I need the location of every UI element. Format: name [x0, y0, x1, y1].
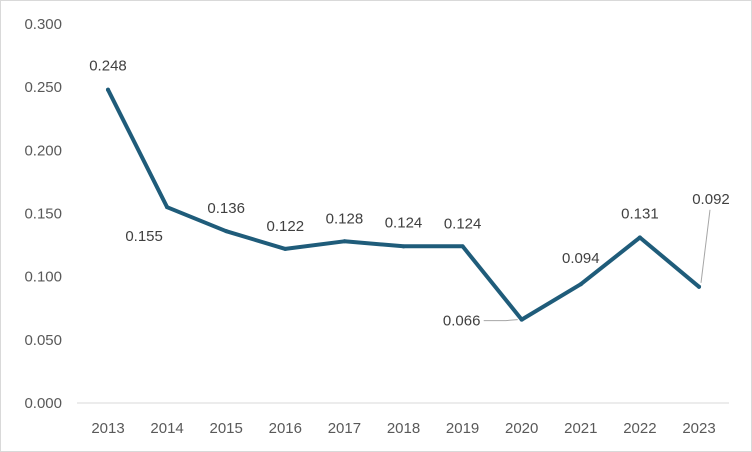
data-point	[697, 284, 701, 289]
y-tick-label: 0.000	[24, 395, 62, 412]
leader-line	[483, 319, 518, 322]
data-point	[519, 317, 524, 322]
x-tick-label: 2022	[623, 420, 656, 437]
data-point	[283, 246, 288, 251]
x-tick-label: 2016	[269, 420, 302, 437]
data-label: 0.092	[692, 191, 730, 208]
y-tick-label: 0.150	[24, 206, 62, 223]
data-label: 0.094	[562, 250, 600, 267]
y-tick-label: 0.200	[24, 142, 62, 159]
data-label: 0.124	[385, 214, 423, 231]
y-tick-label: 0.250	[24, 79, 62, 96]
y-tick-label: 0.300	[24, 16, 62, 33]
data-label: 0.155	[125, 228, 163, 245]
x-tick-label: 2019	[446, 420, 479, 437]
x-tick-label: 2014	[150, 420, 183, 437]
data-point	[578, 282, 583, 287]
y-axis: 0.000 0.050 0.100 0.150 0.200 0.250 0.300	[24, 16, 62, 412]
series	[106, 87, 701, 322]
data-label: 0.122	[267, 218, 305, 235]
x-tick-label: 2015	[210, 420, 243, 437]
y-tick-label: 0.100	[24, 269, 62, 286]
data-point	[401, 244, 406, 249]
data-point	[106, 87, 110, 92]
leader-line	[700, 209, 711, 283]
x-tick-label: 2017	[328, 420, 361, 437]
y-tick-label: 0.050	[24, 332, 62, 349]
data-point	[224, 229, 229, 234]
x-tick-label: 2018	[387, 420, 420, 437]
data-label: 0.131	[621, 206, 659, 223]
data-label: 0.124	[444, 215, 482, 232]
data-point	[637, 235, 642, 240]
x-tick-label: 2013	[91, 420, 124, 437]
data-label: 0.128	[326, 210, 364, 227]
data-label: 0.136	[207, 200, 245, 217]
x-tick-label: 2023	[682, 420, 715, 437]
data-labels: 0.248 0.155 0.136 0.122 0.128 0.124 0.124 0.066…	[89, 58, 730, 330]
data-label: 0.248	[89, 58, 127, 75]
data-point	[342, 239, 347, 244]
data-point	[460, 244, 465, 249]
data-label: 0.066	[443, 313, 481, 330]
series-line	[106, 87, 701, 322]
x-tick-label: 2020	[505, 420, 538, 437]
x-axis: 2013 2014 2015 2016 2017 2018 2019 2020 2021 2022…	[77, 402, 729, 437]
x-tick-label: 2021	[564, 420, 597, 437]
data-point	[165, 205, 170, 210]
